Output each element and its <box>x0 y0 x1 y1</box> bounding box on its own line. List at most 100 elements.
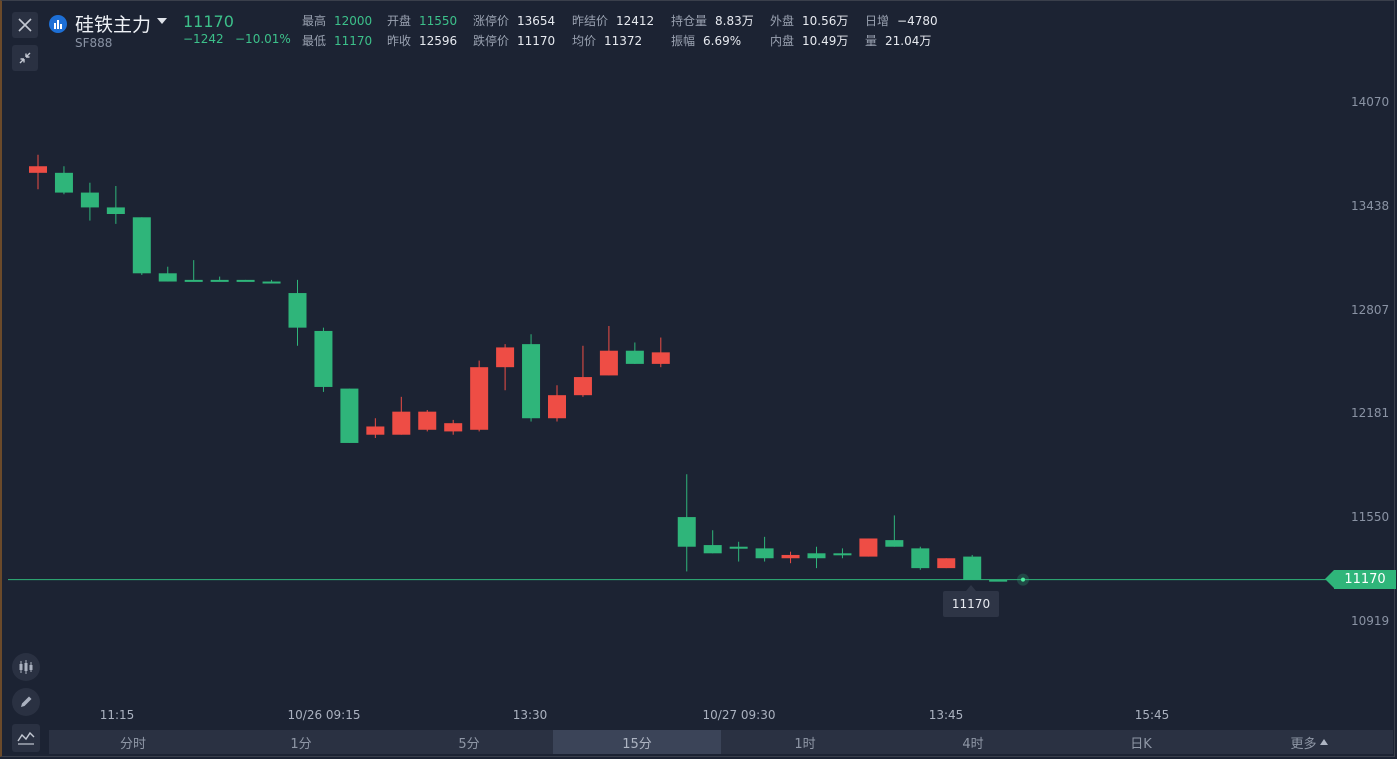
x-tick-label: 13:30 <box>512 708 548 722</box>
candle <box>184 260 203 282</box>
exchange-logo-icon <box>49 15 67 33</box>
collapse-button[interactable] <box>12 45 38 71</box>
candle-body <box>625 350 644 364</box>
candle <box>314 327 333 392</box>
stat-label: 持仓量 <box>671 14 708 28</box>
stat-row1-4: 持仓量 8.83万 <box>671 12 754 29</box>
candle <box>522 334 541 422</box>
stat-row2-0: 最低 11170 <box>302 32 372 49</box>
draw-button[interactable] <box>12 688 40 716</box>
price-change-percent: −10.01% <box>235 32 291 46</box>
candle-body <box>859 538 878 557</box>
candle <box>963 554 982 580</box>
candle <box>366 418 385 439</box>
candlestick-icon <box>19 660 33 674</box>
chart-type-button[interactable] <box>12 724 40 752</box>
y-tick-label: 12181 <box>1351 406 1390 420</box>
candle <box>340 388 359 443</box>
stat-label: 涨停价 <box>473 14 510 28</box>
x-tick-label: 10/26 09:15 <box>287 708 361 722</box>
candle <box>158 266 177 282</box>
tab-period-1[interactable]: 1分 <box>217 730 385 754</box>
candle <box>444 419 463 435</box>
x-tick-label: 10/27 09:30 <box>702 708 776 722</box>
stat-row1-6: 日增 −4780 <box>865 12 938 29</box>
candle <box>729 541 748 562</box>
candle-body <box>29 166 47 173</box>
candle <box>418 410 437 432</box>
last-price-tag: 11170 <box>1325 570 1396 589</box>
stat-value: 10.49万 <box>802 34 849 48</box>
x-tick-label: 11:15 <box>99 708 135 722</box>
tab-period-4[interactable]: 1时 <box>721 730 889 754</box>
contract-title[interactable]: 硅铁主力 <box>75 14 152 36</box>
tab-period-7[interactable]: 更多 <box>1225 730 1393 754</box>
tab-period-3[interactable]: 15分 <box>553 730 721 754</box>
candle <box>911 546 930 570</box>
candle-body <box>210 279 229 282</box>
tab-label: 1时 <box>794 736 816 752</box>
y-tick-label: 13438 <box>1351 199 1390 213</box>
candle-body <box>522 344 541 419</box>
candle <box>106 186 125 224</box>
candle <box>625 342 644 364</box>
tab-label: 1分 <box>290 736 312 752</box>
candle-body <box>314 330 333 387</box>
candle <box>573 345 592 397</box>
candle <box>29 154 47 190</box>
tab-period-0[interactable]: 分时 <box>49 730 217 754</box>
candle-body <box>418 411 437 430</box>
candle <box>599 326 618 376</box>
collapse-icon <box>19 52 31 64</box>
candle <box>132 217 151 275</box>
stat-row1-5: 外盘 10.56万 <box>770 12 848 29</box>
candle <box>262 279 281 284</box>
stat-value: 6.69% <box>703 34 742 48</box>
candle-body <box>158 273 177 282</box>
stat-value: 12412 <box>616 14 655 28</box>
period-tabs: 分时 1分 5分 15分 1时 4时 日K 更多 <box>49 730 1393 754</box>
stat-label: 开盘 <box>387 14 412 28</box>
indicator-button[interactable] <box>12 653 40 681</box>
candle-body <box>937 558 956 569</box>
line-chart-icon <box>17 731 35 745</box>
candle <box>651 337 670 368</box>
candle <box>80 182 99 221</box>
stat-row2-5: 内盘 10.49万 <box>770 32 848 49</box>
candle-body <box>548 395 566 419</box>
stat-value: 13654 <box>517 14 556 28</box>
candle-body <box>807 553 826 559</box>
stat-label: 振幅 <box>671 34 696 48</box>
stat-value: 11372 <box>604 34 643 48</box>
stat-value: 8.83万 <box>715 14 754 28</box>
stat-label: 最低 <box>302 34 327 48</box>
candle-body <box>496 347 515 368</box>
stat-label: 日增 <box>865 14 890 28</box>
candle-body <box>729 546 748 549</box>
chevron-down-icon[interactable] <box>157 18 167 24</box>
candle <box>54 166 73 195</box>
contract-code: SF888 <box>75 36 113 50</box>
stat-label: 昨收 <box>387 34 412 48</box>
candle <box>833 548 852 559</box>
candle-body <box>963 556 982 580</box>
stat-label: 跌停价 <box>473 34 510 48</box>
tab-label: 15分 <box>622 736 652 752</box>
x-tick-label: 13:45 <box>928 708 964 722</box>
candle-body <box>54 172 73 193</box>
y-tick-label: 12807 <box>1351 303 1390 317</box>
close-button[interactable] <box>12 12 38 38</box>
tab-period-6[interactable]: 日K <box>1057 730 1225 754</box>
candle <box>288 279 307 346</box>
candle-body <box>599 350 618 376</box>
tab-period-5[interactable]: 4时 <box>889 730 1057 754</box>
stat-label: 量 <box>865 34 878 48</box>
stat-label: 外盘 <box>770 14 795 28</box>
stat-value: 11170 <box>517 34 556 48</box>
candle-body <box>262 281 281 284</box>
candle-body <box>444 423 463 432</box>
tab-label: 4时 <box>962 736 984 752</box>
candle <box>496 344 515 391</box>
tab-period-2[interactable]: 5分 <box>385 730 553 754</box>
